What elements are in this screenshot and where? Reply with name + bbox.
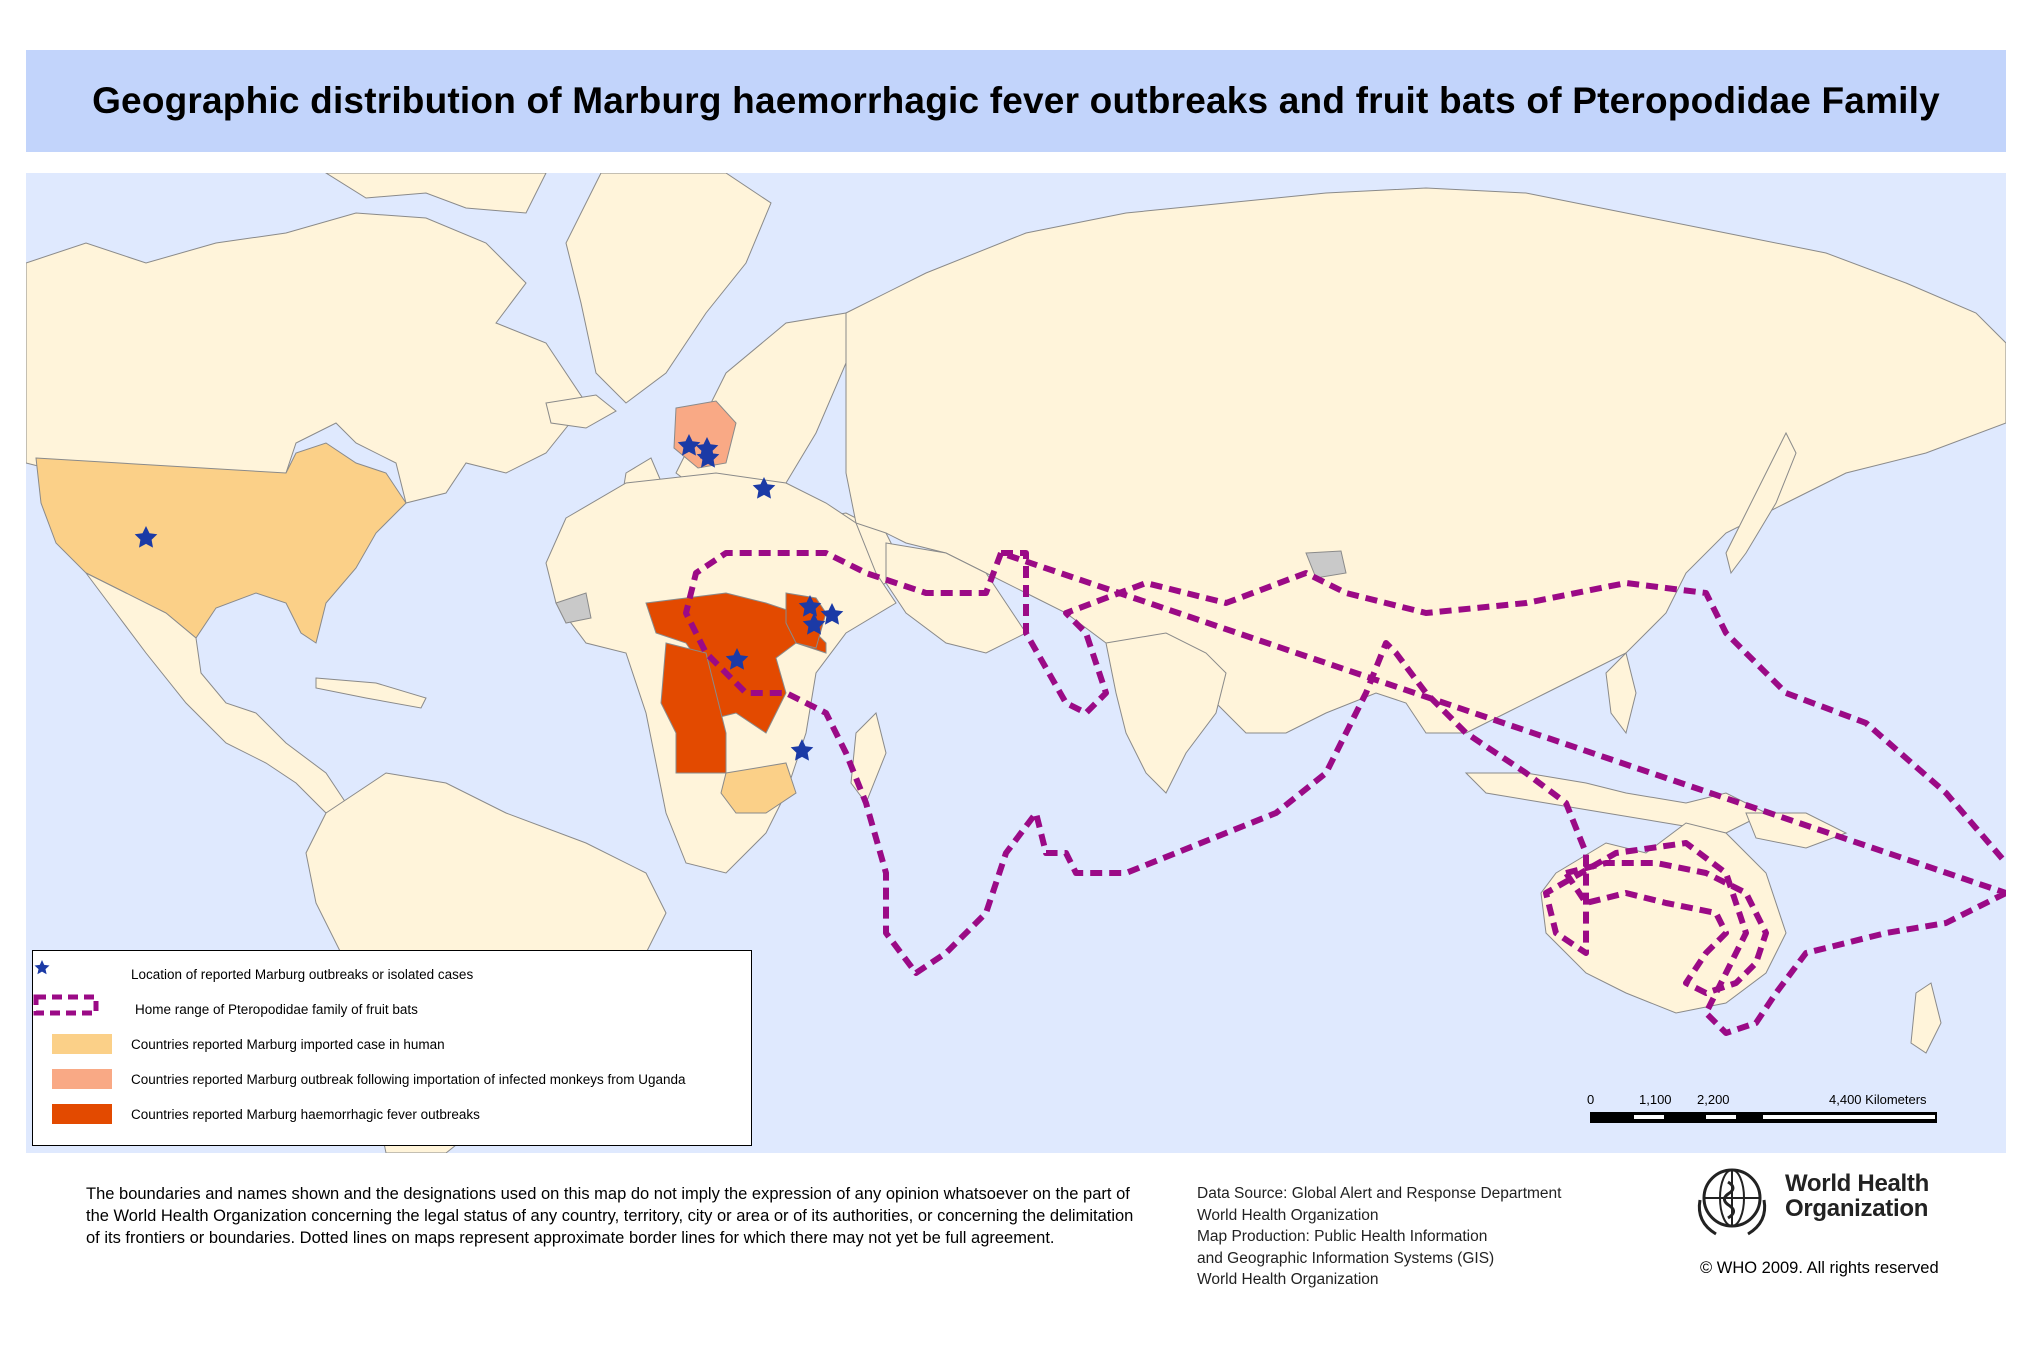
star-icon (820, 603, 844, 625)
iceland (545, 394, 617, 429)
scale-tick-label: 1,100 (1639, 1092, 1672, 1107)
japan (1725, 431, 1797, 575)
map-legend: Location of reported Marburg outbreaks o… (32, 950, 752, 1146)
south-africa-imported (720, 762, 797, 814)
greenland (565, 173, 772, 404)
star-icon (790, 739, 814, 761)
mexico-central-america (85, 572, 347, 814)
scale-tick-label: 4,400 Kilometers (1829, 1092, 1927, 1107)
legend-label: Location of reported Marburg outbreaks o… (131, 966, 474, 982)
western-sahara-disputed (555, 592, 592, 624)
arabian-peninsula (885, 542, 1027, 654)
monkey-import-swatch (47, 1067, 117, 1091)
star-icon (677, 434, 701, 456)
copyright: © WHO 2009. All rights reserved (1700, 1259, 1939, 1277)
papua (1745, 812, 1848, 849)
source-line: World Health Organization (1197, 1271, 1379, 1288)
data-source: Data Source: Global Alert and Response D… (1197, 1183, 1587, 1291)
source-line: Data Source: Global Alert and Response D… (1197, 1185, 1562, 1202)
legend-item-outbreak-location: Location of reported Marburg outbreaks o… (33, 959, 473, 989)
bat-range-outlines (683, 550, 2006, 1036)
star-icon (34, 960, 117, 986)
disclaimer-text: The boundaries and names shown and the d… (86, 1185, 1134, 1247)
outbreak-stars (134, 434, 844, 761)
canada-alaska (26, 212, 587, 504)
star-icon (696, 446, 720, 468)
star-icon (134, 526, 158, 548)
who-name: World Health Organization (1785, 1171, 1929, 1221)
legend-item-monkey-import: Countries reported Marburg outbreak foll… (33, 1064, 686, 1094)
india (1105, 632, 1227, 794)
star-icon (752, 477, 776, 499)
star-icon (798, 595, 822, 617)
map-title: Geographic distribution of Marburg haemo… (92, 80, 1940, 121)
who-name-line: World Health (1785, 1170, 1929, 1197)
scale-tick-label: 2,200 (1697, 1092, 1730, 1107)
source-line: and Geographic Information Systems (GIS) (1197, 1249, 1495, 1267)
north-america (26, 173, 772, 814)
legend-item-bat-range: Home range of Pteropodidae family of fru… (33, 994, 418, 1024)
star-icon (695, 437, 719, 459)
source-line: Map Production: Public Health Informatio… (1197, 1228, 1488, 1245)
legend-label: Countries reported Marburg haemorrhagic … (131, 1106, 480, 1122)
who-logo (1690, 1160, 1990, 1240)
legend-item-imported-case: Countries reported Marburg imported case… (33, 1029, 445, 1059)
legend-item-outbreak-country: Countries reported Marburg haemorrhagic … (33, 1099, 480, 1129)
who-emblem-icon (1697, 1168, 1767, 1236)
kashmir-disputed (1305, 550, 1347, 579)
australia (1540, 822, 1787, 1014)
oceania (1540, 812, 1942, 1054)
bat-range-africa-asia (683, 550, 2006, 1036)
scale-bar-graphic (1590, 1112, 1937, 1123)
dashed-outline-icon (33, 994, 117, 1021)
legend-label: Countries reported Marburg outbreak foll… (131, 1071, 686, 1087)
title-bar: Geographic distribution of Marburg haemo… (26, 50, 2006, 152)
scale-bar: 0 1,100 2,200 4,400 Kilometers (1587, 1092, 1947, 1128)
philippines (1605, 652, 1637, 735)
arctic-islands (325, 173, 547, 214)
star-icon (725, 648, 749, 670)
new-zealand (1910, 982, 1942, 1054)
star-icon (802, 613, 826, 635)
legend-label: Home range of Pteropodidae family of fru… (135, 1001, 418, 1017)
scale-tick-label: 0 (1587, 1092, 1595, 1107)
imported-case-swatch (47, 1032, 117, 1056)
legend-label: Countries reported Marburg imported case… (131, 1036, 445, 1052)
caribbean (315, 677, 427, 709)
world-map: Location of reported Marburg outbreaks o… (26, 173, 2006, 1153)
outbreak-swatch (47, 1102, 117, 1126)
who-name-line: Organization (1785, 1195, 1929, 1222)
bat-range-australia (1563, 860, 1769, 996)
source-line: World Health Organization (1197, 1206, 1379, 1224)
